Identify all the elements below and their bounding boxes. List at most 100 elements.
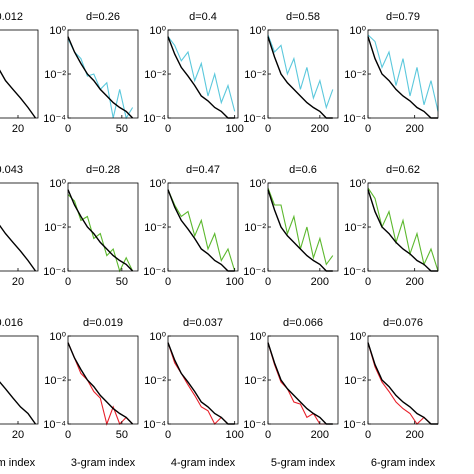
x-tick-label: 100 (225, 123, 243, 135)
y-tick-label: 10⁻² (344, 222, 366, 234)
x-axis-label: 3-gram index (71, 457, 136, 469)
data-line (67, 342, 134, 425)
x-tick-label: 0 (65, 123, 71, 135)
data-line (167, 189, 236, 272)
data-line (67, 36, 134, 119)
axes-box (367, 29, 439, 119)
panel-title: d=0.076 (383, 317, 423, 329)
x-tick-label: 200 (405, 429, 423, 441)
y-tick-label: 10⁻⁴ (243, 113, 266, 125)
x-tick-label: 20 (12, 429, 24, 441)
data-line (167, 342, 235, 425)
y-tick-label: 10⁻² (344, 375, 366, 387)
panel-title: d=0.016 (0, 317, 23, 329)
y-tick-label: 10⁰ (349, 178, 366, 190)
data-line (67, 342, 133, 426)
y-tick-label: 10⁻⁴ (43, 419, 66, 431)
data-line (67, 189, 134, 272)
panel-title: d=0.037 (183, 317, 223, 329)
data-line (267, 189, 333, 272)
data-line (267, 187, 334, 266)
y-tick-label: 10⁻² (244, 69, 266, 81)
data-line (267, 34, 334, 110)
y-tick-label: 10⁻² (44, 222, 66, 234)
y-tick-label: 10⁻⁴ (43, 266, 66, 278)
data-line (367, 342, 438, 425)
data-line (0, 224, 37, 272)
y-tick-label: 10⁻² (44, 69, 66, 81)
y-tick-label: 10⁻⁴ (343, 266, 366, 278)
x-tick-label: 0 (165, 429, 171, 441)
data-line (267, 342, 333, 425)
axes-box (0, 182, 39, 272)
axes-box (267, 335, 339, 425)
data-line (167, 36, 236, 112)
y-tick-label: 10⁻⁴ (243, 266, 266, 278)
y-tick-label: 10⁻² (144, 222, 166, 234)
y-tick-label: 10⁻² (144, 69, 166, 81)
panel-title: d=0.012 (0, 11, 23, 23)
x-tick-label: 20 (12, 276, 24, 288)
y-tick-label: 10⁰ (349, 331, 366, 343)
y-tick-label: 10⁰ (49, 25, 66, 37)
x-tick-label: 0 (265, 429, 271, 441)
panel-title: d=0.019 (83, 317, 123, 329)
y-tick-label: 10⁰ (149, 331, 166, 343)
panel-title: d=0.066 (283, 317, 323, 329)
data-line (67, 194, 134, 273)
x-tick-label: 0 (365, 429, 371, 441)
y-tick-label: 10⁰ (149, 25, 166, 37)
axes-box (267, 182, 339, 272)
x-tick-label: 200 (311, 276, 329, 288)
panel-title: d=0.79 (386, 11, 420, 23)
data-line (367, 34, 439, 112)
x-tick-label: 50 (116, 123, 128, 135)
data-line (267, 36, 333, 119)
x-axis-label: 6-gram index (371, 457, 436, 469)
x-axis-label: 5-gram index (271, 457, 336, 469)
data-line (67, 38, 134, 120)
y-tick-label: 10⁰ (249, 331, 266, 343)
x-tick-label: 50 (116, 276, 128, 288)
axes-box (67, 29, 139, 119)
y-tick-label: 10⁰ (249, 178, 266, 190)
panel-title: d=0.62 (386, 164, 420, 176)
y-tick-label: 10⁻² (44, 375, 66, 387)
y-tick-label: 10⁻² (244, 375, 266, 387)
y-tick-label: 10⁰ (149, 178, 166, 190)
x-tick-label: 0 (165, 276, 171, 288)
x-axis-label: 2-gram index (0, 457, 36, 469)
x-tick-label: 0 (265, 276, 271, 288)
data-line (367, 36, 438, 119)
x-tick-label: 0 (365, 276, 371, 288)
y-tick-label: 10⁻⁴ (143, 113, 166, 125)
x-tick-label: 100 (225, 276, 243, 288)
panel-title: d=0.4 (189, 11, 217, 23)
y-tick-label: 10⁰ (349, 25, 366, 37)
axes-box (67, 182, 139, 272)
y-tick-label: 10⁻² (244, 222, 266, 234)
x-tick-label: 20 (12, 123, 24, 135)
y-tick-label: 10⁻⁴ (43, 113, 66, 125)
x-tick-label: 100 (225, 429, 243, 441)
axes-box (0, 335, 39, 425)
data-line (167, 36, 235, 119)
x-tick-label: 0 (65, 276, 71, 288)
data-line (367, 342, 438, 425)
x-tick-label: 0 (65, 429, 71, 441)
panel-title: d=0.28 (86, 164, 120, 176)
x-tick-label: 50 (116, 429, 128, 441)
y-tick-label: 10⁻⁴ (243, 419, 266, 431)
y-tick-label: 10⁻⁴ (143, 419, 166, 431)
x-tick-label: 200 (311, 123, 329, 135)
y-tick-label: 10⁰ (249, 25, 266, 37)
data-line (367, 187, 439, 272)
y-tick-label: 10⁰ (49, 178, 66, 190)
panel-title: d=0.6 (289, 164, 317, 176)
axes-box (367, 335, 439, 425)
panel-title: d=0.58 (286, 11, 320, 23)
data-line (267, 342, 333, 425)
x-tick-label: 200 (405, 276, 423, 288)
data-line (0, 381, 37, 425)
